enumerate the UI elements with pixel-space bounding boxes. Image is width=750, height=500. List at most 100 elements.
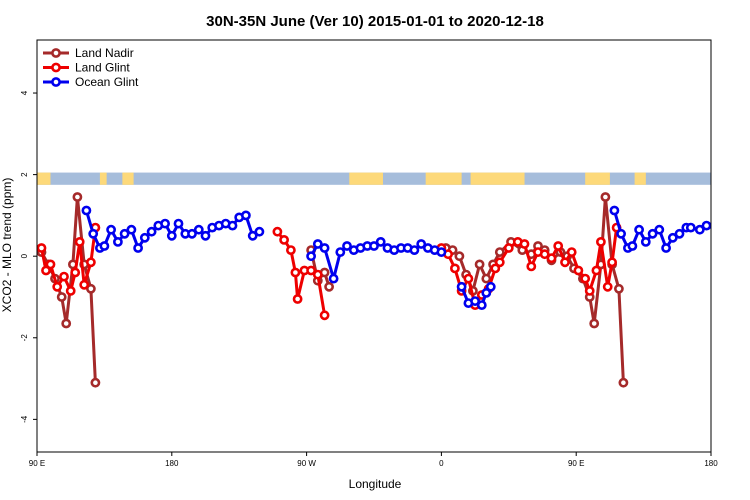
plot-frame bbox=[36, 39, 712, 453]
ocean-glint-point bbox=[99, 241, 110, 251]
land-glint-point bbox=[272, 226, 283, 237]
land-band-segment bbox=[122, 172, 134, 185]
land-nadir-point bbox=[56, 292, 67, 302]
land-glint-point bbox=[45, 259, 56, 270]
land-ocean-band bbox=[37, 172, 711, 185]
land-glint-point bbox=[65, 285, 76, 296]
x-tick-label: 180 bbox=[165, 459, 179, 468]
land-glint-point bbox=[52, 281, 63, 292]
legend-swatch-marker bbox=[51, 62, 61, 73]
ocean-glint-point bbox=[627, 241, 638, 251]
ocean-glint-point bbox=[342, 241, 352, 251]
land-nadir-point bbox=[324, 281, 334, 292]
land-nadir-point bbox=[474, 259, 485, 270]
ocean-glint-point bbox=[193, 224, 204, 235]
land-glint-point bbox=[449, 263, 460, 274]
land-nadir-point bbox=[72, 192, 83, 202]
legend-label: Ocean Glint bbox=[75, 75, 139, 89]
ocean-glint-point bbox=[133, 243, 143, 253]
legend-item-land-glint: Land Glint bbox=[43, 61, 130, 75]
land-glint-point bbox=[591, 265, 602, 276]
ocean-glint-point bbox=[416, 239, 427, 249]
legend-item-ocean-glint: Ocean Glint bbox=[43, 75, 139, 89]
x-tick-label: 90 E bbox=[29, 459, 45, 468]
land-nadir-point bbox=[614, 283, 624, 294]
land-nadir-point bbox=[86, 283, 96, 294]
land-glint-point bbox=[74, 236, 85, 247]
land-glint-point bbox=[584, 285, 595, 296]
ocean-glint-point bbox=[609, 205, 620, 216]
y-axis: -4 -2 0 2 4 bbox=[20, 90, 37, 423]
land-nadir-point bbox=[589, 318, 600, 329]
land-glint-point bbox=[560, 257, 570, 268]
land-glint-point bbox=[607, 257, 617, 268]
ocean-glint-point bbox=[335, 247, 346, 257]
ocean-glint-point bbox=[166, 230, 177, 241]
land-glint-point bbox=[59, 271, 69, 282]
land-glint-point bbox=[494, 257, 505, 268]
ocean-glint-point bbox=[247, 230, 258, 241]
ocean-glint-point bbox=[674, 228, 685, 239]
land-glint-point bbox=[285, 245, 296, 255]
land-nadir-point bbox=[494, 247, 505, 257]
land-glint-point bbox=[463, 273, 474, 284]
ocean-glint-point bbox=[685, 222, 696, 233]
ocean-glint-point bbox=[654, 224, 665, 235]
ocean-glint-point bbox=[375, 236, 386, 247]
land-nadir-point bbox=[600, 192, 611, 202]
series-ocean-glint bbox=[81, 205, 712, 310]
ocean-glint-point bbox=[667, 232, 678, 243]
land-glint-point bbox=[312, 269, 323, 280]
land-glint-point bbox=[79, 279, 90, 290]
ocean-glint-point bbox=[661, 243, 671, 253]
ocean-glint-point bbox=[88, 228, 99, 239]
ocean-glint-point bbox=[106, 224, 116, 235]
ocean-glint-point bbox=[139, 232, 150, 243]
land-band-segment bbox=[349, 172, 383, 185]
land-nadir-point bbox=[90, 377, 101, 388]
ocean-glint-point bbox=[640, 236, 651, 247]
ocean-glint-point bbox=[254, 226, 265, 237]
ocean-glint-point bbox=[476, 300, 487, 310]
ocean-glint-point bbox=[173, 218, 184, 229]
legend-swatch-marker bbox=[51, 77, 61, 87]
land-glint-point bbox=[36, 243, 47, 253]
land-band-segment bbox=[37, 172, 51, 185]
land-glint-point bbox=[573, 265, 584, 276]
land-band-segment bbox=[585, 172, 610, 185]
land-nadir-point bbox=[618, 377, 629, 388]
legend-swatch-marker bbox=[51, 48, 61, 58]
ocean-glint-point bbox=[328, 273, 339, 284]
land-band-segment bbox=[425, 172, 462, 185]
land-glint-point bbox=[526, 261, 537, 272]
legend-label: Land Nadir bbox=[75, 46, 134, 60]
ocean-glint-point bbox=[647, 228, 658, 239]
land-glint-point bbox=[86, 257, 96, 268]
land-band-segment bbox=[99, 172, 107, 185]
ocean-glint-point bbox=[119, 228, 130, 239]
land-nadir-point bbox=[481, 273, 492, 284]
ocean-glint-point bbox=[81, 205, 92, 216]
land-glint-point bbox=[319, 310, 330, 321]
land-glint-point bbox=[306, 265, 316, 276]
series-layer bbox=[36, 192, 712, 388]
ocean-glint-point bbox=[227, 220, 238, 231]
land-glint-point bbox=[596, 236, 606, 247]
ocean-glint-point bbox=[113, 236, 123, 247]
x-tick-label: 180 bbox=[704, 459, 718, 468]
ocean-glint-point bbox=[481, 287, 492, 298]
x-axis: 90 E 180 90 W 0 90 E 180 bbox=[29, 452, 718, 468]
x-axis-label: Longitude bbox=[349, 477, 402, 491]
y-tick-label: 2 bbox=[20, 172, 29, 177]
ocean-glint-point bbox=[470, 296, 480, 306]
ocean-glint-point bbox=[694, 224, 705, 235]
y-tick-label: 4 bbox=[20, 90, 29, 95]
land-band-segment bbox=[634, 172, 646, 185]
y-tick-label: -4 bbox=[20, 415, 29, 423]
ocean-glint-point bbox=[409, 245, 420, 255]
x-tick-label: 90 E bbox=[568, 459, 584, 468]
ocean-glint-point bbox=[456, 281, 467, 292]
land-nadir-point bbox=[61, 318, 72, 329]
